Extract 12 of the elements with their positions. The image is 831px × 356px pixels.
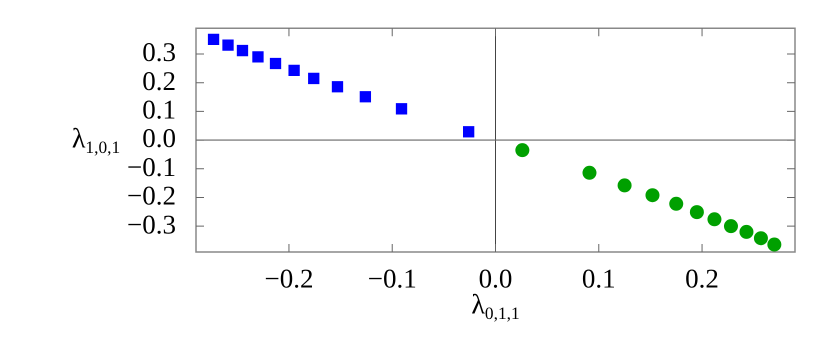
y-tick-label: 0.2 xyxy=(142,66,176,96)
y-tick-label: −0.3 xyxy=(127,209,176,240)
x-tick-label: 0.1 xyxy=(582,263,616,294)
y-tick-label: −0.2 xyxy=(127,180,176,211)
x-tick-label: −0.1 xyxy=(368,263,417,294)
y-tick-label: −0.1 xyxy=(127,152,176,182)
x-tick-label: −0.2 xyxy=(264,263,314,294)
y-tick-label: 0.1 xyxy=(142,94,176,124)
y-tick-label: 0.3 xyxy=(142,37,176,68)
x-tick-label: 0.0 xyxy=(478,263,512,294)
x-tick-label: 0.2 xyxy=(685,263,719,294)
y-tick-label: 0.0 xyxy=(142,123,176,154)
